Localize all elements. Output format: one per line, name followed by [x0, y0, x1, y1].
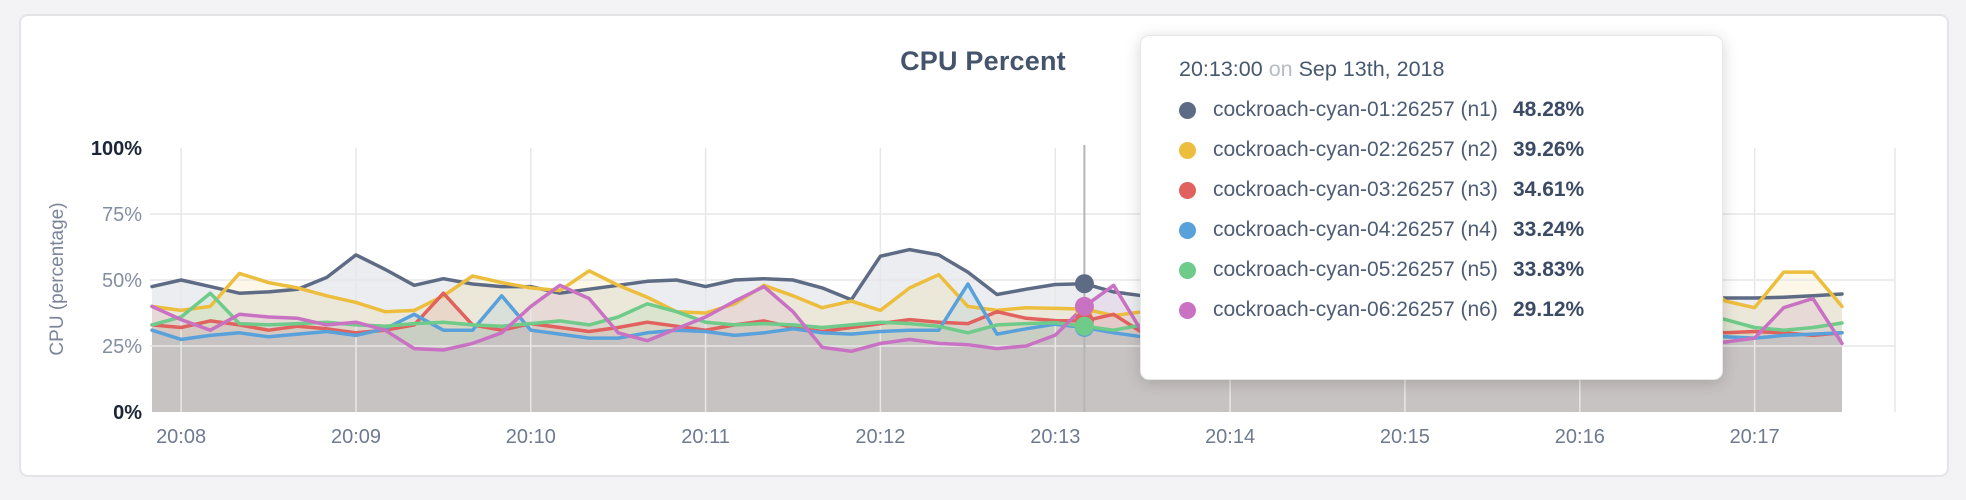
x-tick-label-20:11: 20:11 [681, 426, 730, 448]
tooltip-date: Sep 13th, 2018 [1298, 57, 1445, 81]
hover-tooltip: 20:13:00 on Sep 13th, 2018 cockroach-cya… [1140, 35, 1723, 380]
tooltip-series-name: cockroach-cyan-04:26257 (n4) [1213, 218, 1498, 241]
tooltip-time: 20:13:00 [1179, 57, 1263, 81]
x-tick-label-20:14: 20:14 [1205, 426, 1255, 448]
x-tick-label-20:10: 20:10 [506, 426, 556, 448]
series-color-dot-icon [1179, 221, 1196, 239]
x-tick-label-20:16: 20:16 [1555, 426, 1605, 448]
series-color-dot-icon [1179, 181, 1196, 199]
y-tick-label-50: 50% [102, 270, 142, 292]
series-color-dot-icon [1179, 261, 1196, 279]
x-tick-label-20:08: 20:08 [156, 426, 206, 448]
hover-dot-n6 [1074, 296, 1094, 316]
hover-dot-n1 [1074, 274, 1094, 294]
tooltip-series-name: cockroach-cyan-06:26257 (n6) [1213, 298, 1498, 321]
tooltip-series-value: 29.12% [1513, 298, 1585, 321]
y-tick-label-25: 25% [102, 336, 142, 358]
tooltip-series-value: 34.61% [1513, 178, 1585, 201]
series-color-dot-icon [1179, 101, 1196, 119]
tooltip-series-value: 33.24% [1513, 218, 1585, 241]
x-tick-label-20:09: 20:09 [331, 426, 381, 448]
x-tick-label-20:15: 20:15 [1380, 426, 1430, 448]
series-color-dot-icon [1179, 301, 1196, 319]
tooltip-series-value: 33.83% [1513, 258, 1585, 281]
series-color-dot-icon [1179, 141, 1196, 159]
tooltip-row-n6: cockroach-cyan-06:26257 (n6) 29.12% [1179, 290, 1692, 330]
y-tick-label-75: 75% [102, 204, 142, 226]
tooltip-series-name: cockroach-cyan-01:26257 (n1) [1213, 98, 1498, 121]
x-tick-label-20:13: 20:13 [1030, 426, 1080, 448]
series-area-n3 [152, 293, 1842, 412]
tooltip-rows: cockroach-cyan-01:26257 (n1) 48.28% cockro… [1179, 90, 1692, 330]
tooltip-series-name: cockroach-cyan-02:26257 (n2) [1213, 138, 1498, 161]
y-tick-label-0: 0% [113, 402, 142, 424]
tooltip-series-name: cockroach-cyan-05:26257 (n5) [1213, 258, 1498, 281]
x-tick-label-20:12: 20:12 [855, 426, 905, 448]
tooltip-series-value: 48.28% [1513, 98, 1585, 121]
tooltip-series-name: cockroach-cyan-03:26257 (n3) [1213, 178, 1498, 201]
hover-dot-n5 [1074, 316, 1094, 336]
tooltip-timestamp: 20:13:00 on Sep 13th, 2018 [1179, 56, 1692, 82]
tooltip-row-n2: cockroach-cyan-02:26257 (n2) 39.26% [1179, 130, 1692, 170]
x-tick-label-20:17: 20:17 [1730, 426, 1780, 448]
tooltip-on-word: on [1268, 57, 1293, 81]
tooltip-row-n5: cockroach-cyan-05:26257 (n5) 33.83% [1179, 250, 1692, 290]
tooltip-row-n4: cockroach-cyan-04:26257 (n4) 33.24% [1179, 210, 1692, 250]
tooltip-row-n3: cockroach-cyan-03:26257 (n3) 34.61% [1179, 170, 1692, 210]
y-tick-label-100: 100% [91, 138, 142, 160]
tooltip-row-n1: cockroach-cyan-01:26257 (n1) 48.28% [1179, 90, 1692, 130]
chart-title: CPU Percent [900, 46, 1066, 76]
tooltip-series-value: 39.26% [1513, 138, 1585, 161]
